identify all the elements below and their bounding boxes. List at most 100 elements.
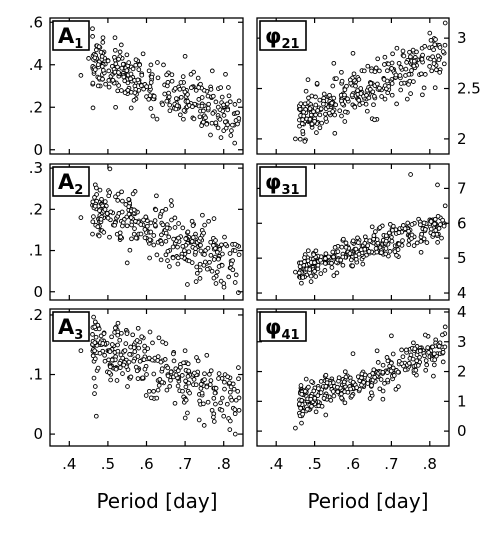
data-point [380,396,386,402]
data-point [100,76,105,82]
data-point [435,240,440,245]
data-point [340,254,346,260]
data-point [317,97,323,103]
panel-phi41: .4 .5 .6 .7 .8 4 3 2 1 0 φ41 [256,303,467,473]
data-point [164,72,169,78]
data-point [339,244,345,250]
data-point [380,369,386,375]
data-point [232,431,238,437]
data-point [359,371,365,377]
data-point [122,90,128,96]
data-point [440,332,445,338]
data-point [155,60,160,65]
data-point [173,96,179,101]
data-point [321,395,327,401]
y-tick-label: 7 [457,179,467,197]
y-tick-label: 0 [33,283,43,301]
data-point [340,101,345,107]
data-point [160,339,165,345]
data-point [190,223,196,228]
data-point [96,326,102,332]
data-point [207,372,212,377]
data-point [166,234,172,240]
data-point [100,35,106,41]
data-point [109,357,115,363]
data-point [112,35,118,41]
data-point [209,68,215,74]
data-point [219,407,225,413]
data-point [101,331,107,336]
data-point [228,384,234,390]
data-point [138,231,144,237]
data-point [146,96,152,102]
data-point [158,257,164,263]
data-point [109,334,114,340]
data-point [368,81,374,86]
y-tick-label: 0 [33,425,43,443]
data-point [211,395,217,401]
data-point [180,243,186,249]
data-point [178,80,184,85]
data-point [123,341,129,346]
data-point [293,269,298,275]
data-point [127,352,132,357]
data-point [213,281,219,286]
y-tick-label: 6 [457,214,467,232]
data-point [433,37,438,42]
data-point [369,224,375,230]
data-point [385,377,390,383]
data-point [165,79,171,85]
x-tick-label: .7 [384,455,398,473]
data-point [169,217,174,223]
data-point [314,130,319,135]
data-point [122,348,128,353]
data-point [334,76,339,81]
data-point [345,96,350,102]
data-point [422,332,428,338]
data-point [131,207,137,213]
y-tick-label: .1 [29,242,43,260]
data-point [142,348,148,354]
data-point [436,57,442,63]
data-point [97,350,103,356]
data-point [117,49,123,55]
data-point [103,81,108,87]
data-point [300,117,305,122]
data-point [204,121,210,127]
data-point [323,412,329,418]
data-point [132,90,138,96]
data-point [196,85,201,90]
data-point [164,98,170,104]
data-point [155,75,161,81]
data-point [351,71,357,77]
data-point [115,198,121,203]
data-point [309,93,315,99]
data-point [389,92,395,98]
data-point [171,236,176,242]
data-point [227,427,233,432]
data-point [222,379,227,385]
data-point [311,252,316,257]
data-point [205,266,210,272]
data-point [132,349,138,354]
data-point [435,53,441,59]
data-point [92,203,98,209]
data-point [175,261,181,267]
data-point [343,244,349,250]
data-point [422,353,427,359]
data-point [169,72,175,78]
data-point [340,262,346,268]
data-point [93,413,99,419]
data-point [305,406,310,412]
data-point [377,68,382,74]
data-point [190,235,196,240]
data-point [124,68,130,73]
data-point [193,382,199,388]
data-point [117,230,123,236]
data-point [318,271,324,276]
data-point [185,361,191,367]
data-point [426,350,431,355]
data-point [408,91,413,96]
data-point [190,104,195,110]
